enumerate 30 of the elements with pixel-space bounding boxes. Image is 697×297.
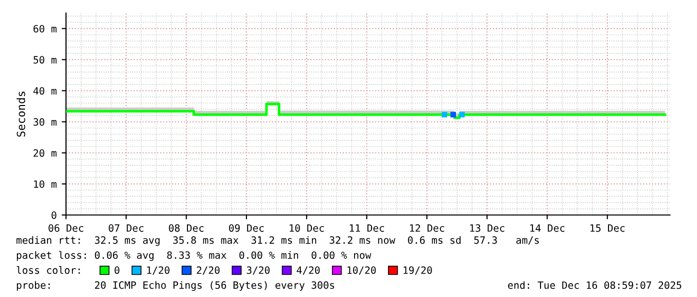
legend-label: 0 <box>114 266 120 274</box>
x-tick-label: 10 Dec <box>290 224 324 232</box>
text: packet loss: 0.06 % avg 8.33 % max 0.00 % min 0.00 % now <box>16 251 372 261</box>
x-tick-label: 09 Dec <box>229 224 264 232</box>
text: median rtt: 32.5 ms avg 35.8 ms max 31.2 ms min 32.2 ms now 0.6 ms sd 57.3 am/s <box>16 236 539 246</box>
text: end: Tue Dec 16 08:59:07 2025 <box>508 281 682 289</box>
y-tick-label: 0 <box>52 211 56 219</box>
x-tick-label: 15 Dec <box>590 224 625 232</box>
x-tick-label: 11 Dec <box>350 224 384 232</box>
y-tick-label: 50 m <box>34 56 56 64</box>
legend-label: 19/20 <box>404 266 432 275</box>
x-tick-label: 06 Dec <box>48 224 84 232</box>
y-tick-label: 30 m <box>34 118 56 126</box>
text: loss color: <box>16 266 80 274</box>
y-tick-label: 10 m <box>34 180 56 188</box>
y-tick-label: 40 m <box>33 87 56 95</box>
legend-label: 10/20 <box>348 266 376 275</box>
x-tick-label: 08 Dec <box>168 224 204 232</box>
x-tick-label: 13 Dec <box>470 224 504 232</box>
legend-label: 3/20 <box>246 266 270 275</box>
y-tick-label: 20 m <box>34 149 56 157</box>
y-axis-title: Seconds <box>16 92 26 137</box>
legend-label: 2/20 <box>196 266 220 275</box>
y-tick-label: 60 m <box>34 24 56 33</box>
x-tick-label: 07 Dec <box>108 224 144 232</box>
text: probe: 20 ICMP Echo Pings (56 Bytes) every 300s <box>16 281 334 291</box>
x-tick-label: 12 Dec <box>410 224 444 232</box>
x-tick-label: 14 Dec <box>530 224 564 232</box>
legend-label: 4/20 <box>296 266 320 275</box>
legend-label: 1/20 <box>147 266 170 275</box>
